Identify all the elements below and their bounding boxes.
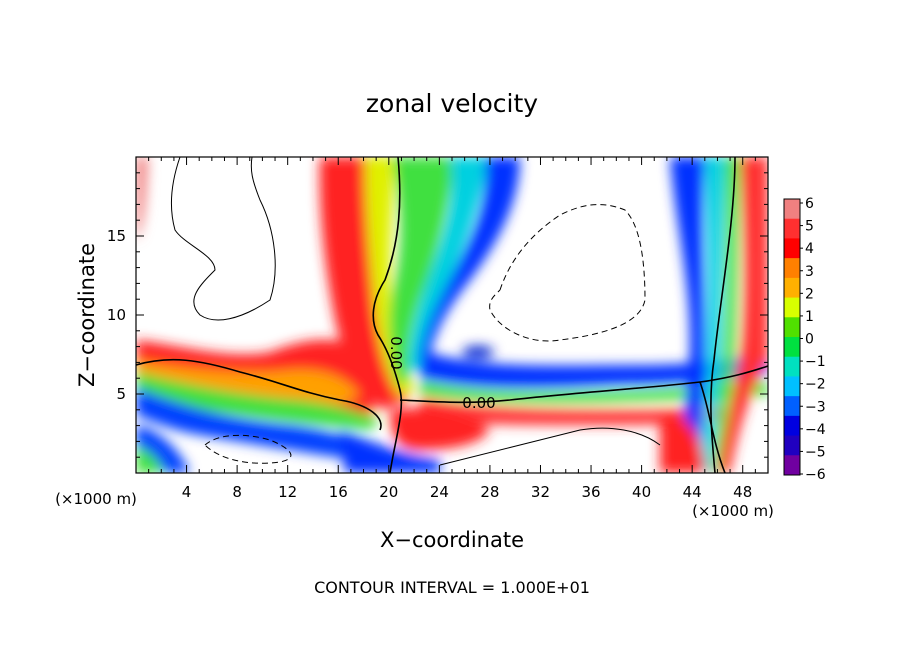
x-tick-label: 20: [379, 483, 398, 501]
colorbar-label: −4: [805, 422, 826, 438]
colorbar-label: −3: [805, 399, 826, 415]
y-tick-label: 5: [116, 385, 126, 403]
chart-title: zonal velocity: [366, 89, 538, 118]
x-tick-label: 36: [581, 483, 600, 501]
contour-dashed-lower-left: [204, 434, 292, 464]
colorbar-label: 0: [805, 332, 814, 348]
field-band-right-cyan: [700, 157, 725, 473]
field-band-right-blue: [670, 157, 705, 473]
y-tick-label: 15: [107, 227, 126, 245]
field-band-plume-blue: [420, 157, 520, 355]
colorbar-swatch: [784, 376, 800, 397]
field-band-plume-cyan: [408, 157, 490, 370]
colorbar-swatch: [784, 435, 800, 456]
x-tick-label: 48: [733, 483, 752, 501]
colorbar-swatch: [784, 337, 800, 358]
y-axis-title: Z−coordinate: [75, 243, 99, 387]
field-band-right-red: [718, 157, 768, 473]
x-unit-label: (×1000 m): [55, 490, 137, 508]
colorbar-swatch: [784, 277, 800, 299]
x-tick-label: 44: [683, 483, 702, 501]
colorbar-label: 4: [805, 241, 814, 257]
colorbar-label: 3: [805, 264, 814, 280]
colorbar-label: 2: [805, 286, 814, 302]
contour-zero-plume: [372, 157, 403, 473]
contour-zero-horizontal: [399, 365, 768, 404]
colorbar-swatch: [784, 396, 800, 417]
field-band-plume-green: [389, 157, 455, 385]
colorbar-swatch: [784, 455, 800, 476]
colorbar-swatch: [784, 317, 800, 338]
field-band-right-lower-red: [660, 416, 705, 473]
x-unit-label-right: (×1000 m): [692, 502, 774, 520]
field-band-bottom-mid: [340, 430, 440, 473]
x-tick-label: 28: [480, 483, 499, 501]
contour-label-vertical: 0.00: [387, 336, 405, 369]
contour-thin-lower-right: [439, 427, 661, 466]
field-band-lower-left-blue: [136, 388, 380, 462]
field-band-plume-yellow: [365, 157, 415, 395]
x-tick-label: 4: [182, 483, 192, 501]
x-tick-label: 12: [278, 483, 297, 501]
contour-label-horizontal: 0.00: [462, 394, 495, 412]
field-band-lower-left-corner-green: [136, 445, 165, 473]
field-band-plume-red: [319, 157, 410, 410]
colorbar-swatch: [784, 238, 800, 259]
field-band-right-green: [712, 157, 740, 473]
field-band-horizontal-red: [420, 398, 730, 425]
colorbar-label: 6: [805, 196, 814, 212]
field-blob-blue: [462, 346, 494, 358]
colorbar-label: −1: [805, 354, 826, 370]
colorbar-swatch: [784, 199, 800, 220]
colorbar: 6 5 4 3 2 1 0 −1 −2 −3 −4 −5 −6: [783, 196, 826, 483]
y-tick-label: 10: [107, 306, 126, 324]
contour-zero-right-lower: [699, 381, 726, 473]
x-axis-title: X−coordinate: [380, 528, 524, 552]
colorbar-swatch: [784, 258, 800, 279]
x-tick-label: 16: [329, 483, 348, 501]
x-tick-label: 8: [232, 483, 242, 501]
colorbar-label: −5: [805, 444, 826, 460]
x-tick-label: 24: [430, 483, 449, 501]
x-tick-label: 32: [531, 483, 550, 501]
colorbar-label: 1: [805, 309, 814, 325]
contour-thin-upper-left: [170, 157, 276, 321]
colorbar-label: −6: [805, 467, 826, 483]
contour-zero-left: [136, 358, 382, 431]
field-band-left-edge-pink: [136, 157, 148, 240]
colorbar-swatch: [784, 297, 800, 318]
field-band-lower-red-spot: [390, 408, 490, 450]
x-tick-label: 40: [632, 483, 651, 501]
colorbar-label: 5: [805, 219, 814, 235]
y-axis: 5 10 15: [107, 172, 768, 458]
plot-area: 0.00 0.00: [136, 157, 768, 473]
contour-dashed-upper-right: [489, 204, 646, 342]
colorbar-swatch: [784, 415, 800, 437]
x-axis: 4 8 12 16 20 24 28 32 36 40 44 48: [148, 157, 756, 501]
contour-lines: [136, 157, 768, 473]
colorbar-swatch: [784, 356, 800, 377]
colorbar-swatch: [784, 218, 800, 239]
colorbar-frame: [783, 198, 801, 476]
field-band-lower-left-green: [136, 372, 380, 430]
contour-zero-right-vertical: [710, 157, 736, 473]
contour-interval-footer: CONTOUR INTERVAL = 1.000E+01: [314, 578, 590, 597]
field-band-horizontal-blue: [420, 350, 768, 388]
colorbar-label: −2: [805, 377, 826, 393]
